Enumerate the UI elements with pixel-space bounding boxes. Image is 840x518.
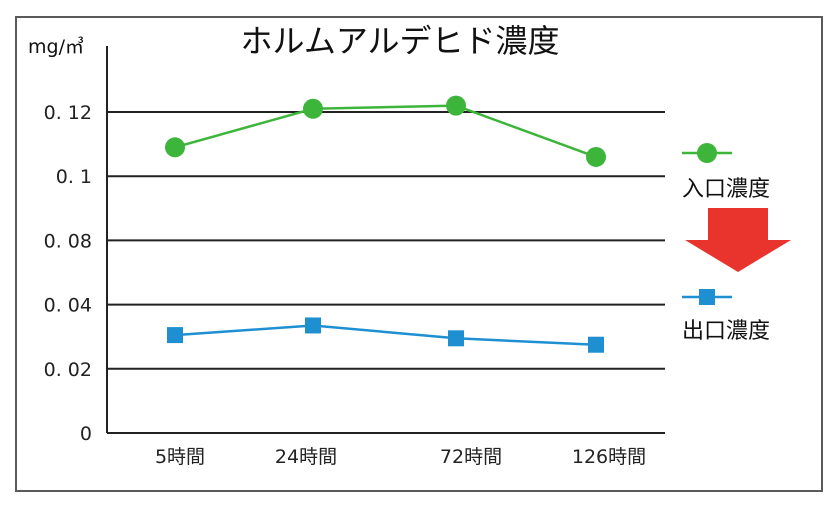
data-point	[167, 327, 183, 344]
y-tick-labels: 0 0. 02 0. 04 0. 08 0. 1 0. 12	[44, 102, 92, 445]
chart-frame	[15, 16, 823, 492]
legend-marker	[699, 289, 715, 305]
data-point	[446, 95, 466, 116]
y-tick-label: 0. 02	[44, 359, 92, 381]
y-tick-label: 0. 08	[44, 230, 92, 252]
data-point	[165, 137, 185, 158]
series-line	[174, 324, 597, 346]
y-tick-label: 0. 04	[44, 295, 92, 317]
series-group	[165, 95, 606, 353]
chart-title: ホルムアルデヒド濃度	[240, 22, 559, 60]
legend-label: 出口濃度	[682, 319, 770, 344]
data-point	[588, 336, 604, 353]
data-point	[303, 98, 323, 119]
x-tick-labels: 5時間 24時間 72時間 126時間	[155, 446, 646, 468]
data-point	[586, 146, 606, 167]
series-line	[174, 104, 597, 159]
legend-label: 入口濃度	[682, 177, 770, 202]
x-tick-label: 126時間	[572, 446, 646, 468]
legend-marker	[697, 143, 717, 163]
x-tick-label: 5時間	[155, 446, 205, 468]
data-point	[305, 317, 321, 334]
y-tick-label: 0. 12	[44, 102, 92, 124]
gridlines	[107, 111, 665, 370]
y-tick-label: 0. 1	[56, 166, 92, 188]
y-tick-label: 0	[80, 423, 92, 445]
decrease-arrow	[685, 208, 791, 272]
axes	[106, 46, 665, 434]
data-point	[448, 330, 464, 347]
y-axis-unit: mg/㎥	[28, 36, 84, 58]
x-tick-label: 72時間	[440, 446, 502, 468]
x-tick-label: 24時間	[275, 446, 337, 468]
